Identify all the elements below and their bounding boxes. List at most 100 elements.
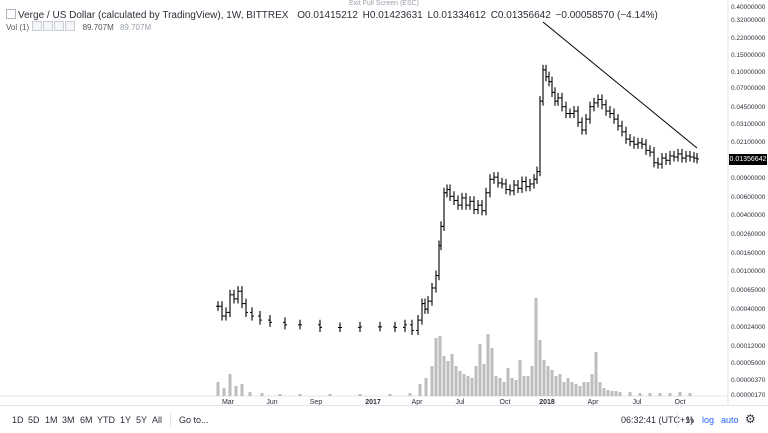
volume-bar: [430, 366, 434, 396]
price-tick-label: 0.32000000: [731, 17, 766, 24]
range-1d[interactable]: 1D: [12, 415, 24, 425]
time-tick-label: 2018: [539, 399, 555, 405]
range-ytd[interactable]: YTD: [97, 415, 115, 425]
volume-bar: [298, 394, 302, 396]
settings-icon[interactable]: [43, 21, 54, 31]
volume-bar: [234, 386, 238, 396]
separator: [677, 413, 678, 426]
collapse-icon[interactable]: [6, 9, 16, 19]
time-tick-label: Jul: [633, 399, 642, 405]
volume-bar: [248, 392, 252, 396]
price-tick-label: 0.15000000: [731, 52, 766, 59]
volume-bar: [462, 374, 466, 396]
gear-icon[interactable]: ⚙: [745, 412, 756, 426]
range-1y[interactable]: 1Y: [120, 415, 132, 425]
time-tick-label: Oct: [500, 399, 511, 405]
time-tick-label: Mar: [222, 399, 235, 405]
volume-bar: [438, 336, 442, 396]
volume-bar: [534, 298, 538, 396]
volume-bar: [358, 394, 362, 396]
volume-bar: [558, 374, 562, 396]
volume-bar: [538, 340, 542, 396]
volume-bar: [514, 380, 518, 396]
volume-bar: [688, 393, 692, 396]
volume-bar: [446, 361, 450, 396]
volume-bar: [494, 376, 498, 396]
volume-bar: [546, 366, 550, 396]
price-tick-label: 0.00005000: [731, 360, 766, 367]
price-tick-label: 0.07000000: [731, 85, 766, 92]
range-6m[interactable]: 6M: [80, 415, 93, 425]
eye-icon[interactable]: [32, 21, 43, 31]
volume-bar: [470, 378, 474, 396]
price-tick-label: 0.00000370: [731, 377, 766, 384]
volume-bar: [594, 352, 598, 396]
price-tick-label: 0.00160000: [731, 250, 766, 257]
volume-bar: [424, 378, 428, 396]
volume-bar: [668, 393, 672, 396]
volume-bar: [222, 388, 226, 396]
volume-bar: [602, 388, 606, 396]
volume-bar: [578, 386, 582, 396]
volume-bar: [458, 371, 462, 396]
volume-bar: [628, 392, 632, 396]
volume-bar: [542, 360, 546, 396]
volume-bar: [502, 382, 506, 396]
volume-bar: [586, 382, 590, 396]
price-chart[interactable]: 0.40000000 0.32000000 0.22000000 0.15000000…: [0, 0, 768, 405]
time-tick-label: Sep: [310, 399, 323, 405]
range-3m[interactable]: 3M: [62, 415, 75, 425]
price-tick-label: 0.04500000: [731, 104, 766, 111]
volume-bar: [590, 374, 594, 396]
clock: 06:32:41 (UTC+1): [621, 415, 694, 425]
range-5d[interactable]: 5D: [28, 415, 40, 425]
goto-button[interactable]: Go to...: [179, 415, 209, 425]
volume-bar: [518, 360, 522, 396]
volume-bar: [522, 376, 526, 396]
auto-button[interactable]: auto: [721, 415, 739, 425]
volume-bar: [408, 393, 412, 396]
volume-bar: [434, 338, 438, 396]
volume-bar: [610, 391, 614, 396]
range-1m[interactable]: 1M: [45, 415, 58, 425]
volume-bar: [530, 366, 534, 396]
time-tick-label: Apr: [588, 399, 600, 405]
time-tick-label: Jun: [266, 399, 277, 405]
volume-bar: [482, 364, 486, 396]
close-icon[interactable]: [54, 21, 65, 31]
volume-bar: [228, 374, 232, 396]
volume-bar: [260, 393, 264, 396]
volume-bar: [618, 392, 622, 396]
more-icon[interactable]: [65, 21, 76, 31]
open-value: O0.01415212: [297, 10, 358, 21]
range-5y[interactable]: 5Y: [136, 415, 148, 425]
volume-label[interactable]: Vol (1): [6, 23, 30, 32]
log-button[interactable]: log: [702, 415, 715, 425]
symbol-title[interactable]: Verge / US Dollar (calculated by Trading…: [18, 10, 289, 21]
price-tick-label: 0.40000000: [731, 4, 766, 11]
percent-button[interactable]: %: [686, 415, 695, 425]
price-tick-label: 0.03100000: [731, 121, 766, 128]
price-tick-label: 0.00400000: [731, 212, 766, 219]
price-tick-label: 0.00024000: [731, 324, 766, 331]
volume-bar: [648, 393, 652, 396]
time-tick-label: Jul: [456, 399, 465, 405]
volume-bar: [614, 391, 618, 396]
price-tick-label: 0.00100000: [731, 268, 766, 275]
volume-bar: [582, 382, 586, 396]
low-value: L0.01334612: [427, 10, 486, 21]
volume-bar: [554, 376, 558, 396]
volume-bar: [510, 378, 514, 396]
price-tick-label: 0.00040000: [731, 306, 766, 313]
exit-fullscreen-hint[interactable]: Exit Full Screen (ESC): [348, 0, 420, 7]
volume-bar: [598, 382, 602, 396]
time-tick-label: Oct: [675, 399, 686, 405]
price-tick-label: 0.00900000: [731, 175, 766, 182]
time-tick-label: Apr: [412, 399, 424, 405]
last-price-tag: 0.01356642: [729, 154, 767, 165]
high-value: H0.01423631: [362, 10, 423, 21]
volume-bar: [550, 370, 554, 396]
close-value: C0.01356642: [490, 10, 551, 21]
volume-bar: [388, 394, 392, 396]
range-all[interactable]: All: [152, 415, 163, 425]
